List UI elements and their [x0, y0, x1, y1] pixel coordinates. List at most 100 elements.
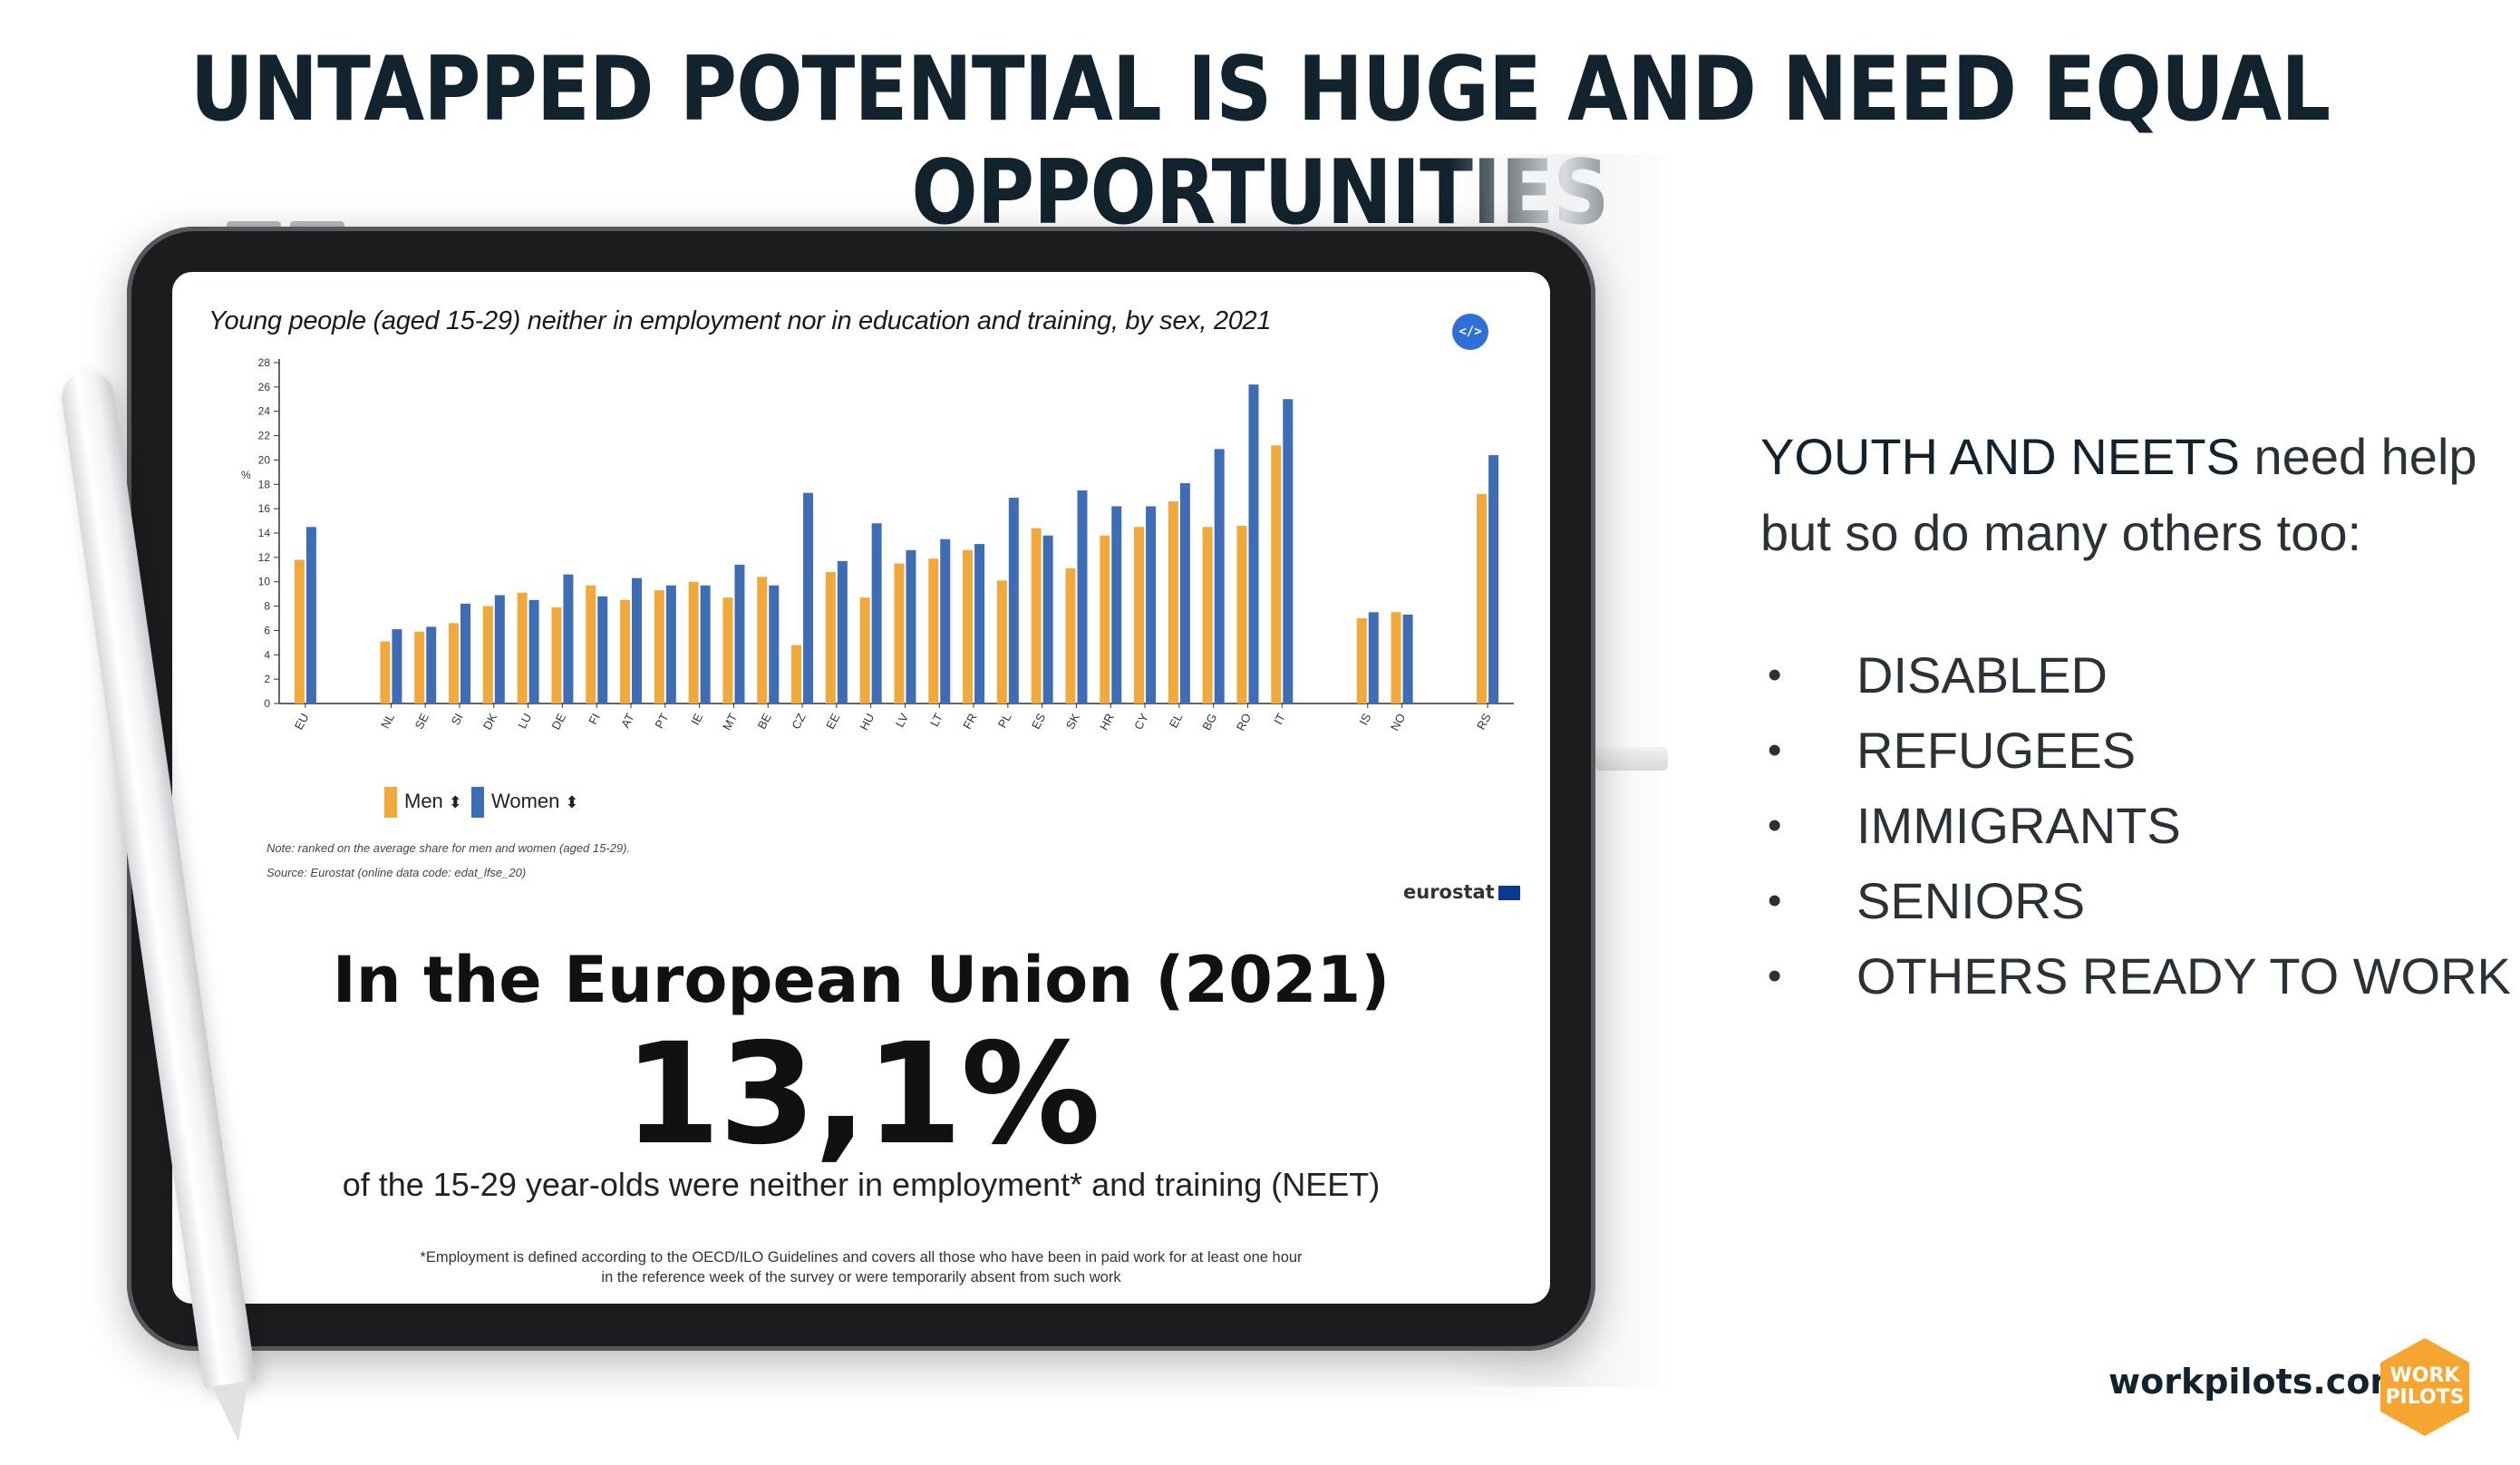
legend-swatch-women — [471, 787, 484, 818]
bar-men-pt — [654, 590, 664, 703]
slide-title: UNTAPPED POTENTIAL IS HUGE AND NEED EQUA… — [189, 38, 2331, 245]
neet-rate-stat: 13,1% — [623, 1014, 1100, 1176]
legend-label-men: Men — [404, 789, 443, 812]
x-tick-label: HU — [857, 711, 877, 732]
bar-men-fr — [963, 549, 974, 703]
x-tick-label: SK — [1063, 711, 1083, 732]
bar-men-is — [1356, 618, 1367, 703]
bar-women-ie — [700, 585, 711, 703]
eurostat-logo-text: eurostat — [1403, 881, 1495, 903]
bar-men-el — [1168, 501, 1178, 703]
bar-women-ro — [1248, 384, 1259, 703]
eu-heading: In the European Union (2021) — [332, 943, 1391, 1017]
x-tick-label: CZ — [789, 711, 808, 731]
logo-line: PILOTS — [2385, 1386, 2465, 1409]
legend-swatch-men — [384, 787, 397, 818]
side-heading-highlight: YOUTH AND NEETS — [1760, 428, 2240, 485]
bar-men-ro — [1236, 525, 1247, 703]
list-item-label: DISABLED — [1856, 646, 2108, 703]
legend-item-women[interactable]: Women ⬍ — [471, 787, 579, 818]
bar-men-lv — [894, 563, 905, 703]
side-heading-line: but so do many others too: — [1760, 504, 2362, 561]
list-item-label: OTHERS READY TO WORK — [1856, 947, 2511, 1004]
x-tick-label: IT — [1271, 711, 1288, 726]
y-tick-label: 2 — [264, 673, 270, 685]
bar-men-si — [449, 623, 460, 703]
x-tick-label: FR — [960, 711, 979, 731]
bar-women-pt — [665, 585, 676, 703]
bar-women-lt — [940, 538, 951, 703]
x-tick-label: SI — [449, 711, 466, 727]
x-tick-label: NO — [1388, 711, 1408, 732]
x-tick-label: DK — [480, 711, 500, 732]
bar-women-cy — [1146, 506, 1157, 703]
bar-men-dk — [482, 606, 493, 703]
x-tick-label: ES — [1029, 711, 1049, 732]
brand-url[interactable]: workpilots.com — [2108, 1362, 2407, 1402]
x-tick-label: MT — [720, 711, 740, 732]
x-tick-label: EL — [1167, 711, 1186, 730]
eurostat-logo: eurostat — [1403, 881, 1520, 903]
x-tick-label: HR — [1097, 711, 1117, 732]
bar-women-dk — [494, 595, 505, 703]
x-tick-label: IS — [1356, 711, 1373, 727]
tablet-frame: Young people (aged 15-29) neither in emp… — [127, 227, 1595, 1351]
bar-men-se — [414, 631, 425, 703]
bar-women-fi — [597, 596, 608, 703]
bar-men-cz — [791, 645, 802, 703]
bar-women-es — [1042, 535, 1053, 703]
list-item: • SENIORS — [1768, 869, 2511, 945]
x-tick-label: PL — [995, 711, 1014, 730]
workpilots-logo: WORK PILOTS — [2380, 1338, 2469, 1436]
embed-code-icon[interactable]: </> — [1452, 314, 1488, 350]
bar-men-de — [551, 606, 562, 703]
chart-title: Young people (aged 15-29) neither in emp… — [208, 306, 1272, 335]
bar-men-eu — [294, 559, 305, 703]
bar-men-be — [757, 577, 768, 703]
legend-item-men[interactable]: Men ⬍ — [384, 787, 462, 818]
stat-caption: of the 15-29 year-olds were neither in e… — [342, 1166, 1381, 1203]
y-tick-label: 10 — [258, 576, 271, 588]
x-tick-label: LT — [927, 711, 945, 729]
bar-women-el — [1179, 482, 1190, 703]
side-heading: YOUTH AND NEETS need help but so do many… — [1760, 419, 2486, 571]
list-item-label: IMMIGRANTS — [1856, 797, 2181, 854]
y-tick-label: 6 — [264, 624, 270, 636]
bar-women-hr — [1111, 506, 1122, 703]
y-tick-label: 18 — [258, 478, 271, 490]
bar-men-bg — [1202, 527, 1213, 703]
x-tick-label: CY — [1131, 711, 1151, 732]
bar-women-lu — [528, 599, 539, 703]
chart-note: Note: ranked on the average share for me… — [267, 841, 631, 855]
list-item-label: SENIORS — [1856, 872, 2086, 929]
bar-women-de — [563, 574, 574, 703]
x-tick-label: AT — [618, 711, 637, 730]
bullet-icon: • — [1768, 878, 1782, 923]
bar-men-sk — [1065, 568, 1076, 703]
y-tick-label: 8 — [264, 600, 270, 613]
bar-women-eu — [305, 527, 316, 703]
logo-line: WORK — [2389, 1364, 2460, 1387]
y-tick-label: 14 — [258, 527, 271, 539]
bar-men-es — [1031, 528, 1042, 703]
bar-women-pl — [1008, 498, 1019, 703]
list-item: • DISABLED — [1768, 644, 2511, 719]
bar-women-it — [1283, 399, 1294, 703]
bar-women-cz — [803, 492, 814, 703]
tablet-screen: Young people (aged 15-29) neither in emp… — [172, 272, 1550, 1304]
bar-men-ie — [688, 581, 699, 703]
y-tick-label: 4 — [264, 648, 270, 661]
x-tick-label: DE — [548, 711, 568, 732]
bullet-icon: • — [1768, 803, 1782, 848]
eu-flag-icon — [1497, 886, 1520, 900]
side-heading-rest: need help — [2239, 428, 2477, 485]
side-heading-line: YOUTH AND NEETS need help — [1760, 419, 2486, 495]
bar-women-nl — [392, 629, 402, 703]
bar-women-is — [1368, 612, 1379, 703]
x-tick-label: RS — [1474, 711, 1494, 732]
bar-men-fi — [586, 585, 596, 703]
bar-women-at — [632, 577, 643, 703]
bar-women-be — [769, 585, 780, 703]
y-tick-label: 12 — [258, 551, 271, 564]
y-tick-label: 16 — [258, 502, 271, 515]
